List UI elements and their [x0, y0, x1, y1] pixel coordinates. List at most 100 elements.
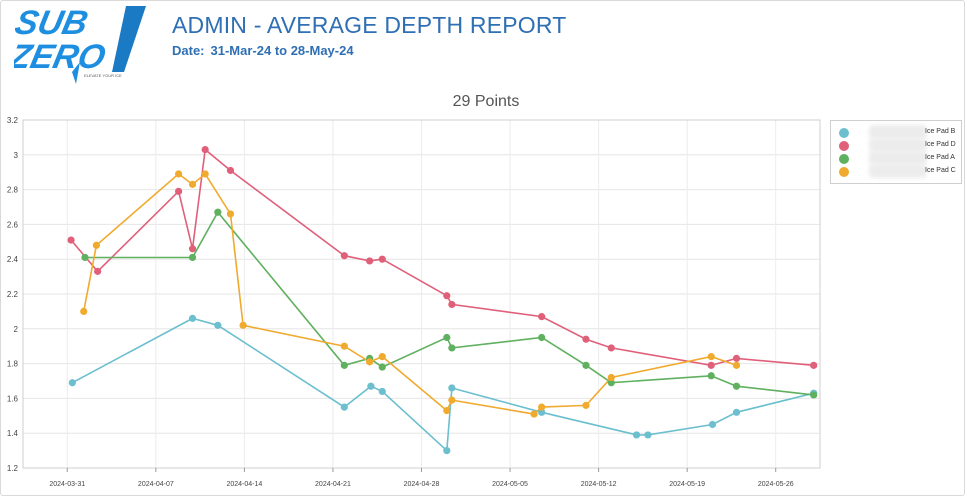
data-point-ice-pad-d [448, 300, 456, 309]
y-tick-label: 1.6 [7, 394, 19, 403]
data-point-ice-pad-d [175, 187, 183, 195]
data-point-ice-pad-b [443, 447, 451, 455]
data-point-ice-pad-c [366, 358, 374, 366]
y-tick-label: 1.2 [7, 464, 19, 473]
data-point-ice-pad-a [607, 379, 615, 387]
y-tick-label: 1.4 [7, 429, 19, 438]
data-point-ice-pad-d [378, 255, 386, 263]
data-point-ice-pad-c [80, 307, 88, 315]
data-point-ice-pad-d [732, 354, 741, 362]
data-point-ice-pad-c [538, 403, 546, 411]
y-tick-label: 2 [14, 325, 19, 334]
data-point-ice-pad-a [214, 208, 222, 216]
data-point-ice-pad-b [732, 408, 741, 416]
subzero-logo: SUB ZERO ELEVATE YOUR ICE [14, 4, 146, 84]
legend-item-ice-pad-d[interactable]: Ice Pad D [839, 138, 959, 153]
data-point-ice-pad-c [732, 361, 741, 369]
data-point-ice-pad-b [68, 379, 76, 387]
legend-redacted-name [869, 138, 927, 152]
data-point-ice-pad-c [443, 406, 451, 415]
report-date: Date: 31-Mar-24 to 28-May-24 [172, 43, 354, 58]
data-point-ice-pad-a [188, 253, 197, 262]
data-point-ice-pad-b [448, 384, 456, 392]
chart-grid [23, 119, 820, 469]
chart-series-lines [70, 148, 814, 453]
y-tick-label: 3 [14, 151, 19, 160]
chart-axes: 1.2 1.4 1.6 1.8 2 2.2 2.4 2.6 2.8 3 3.2 2024-03-31 2… [7, 116, 821, 488]
data-point-ice-pad-c [226, 210, 235, 218]
data-point-ice-pad-d [443, 292, 451, 300]
logo-spark-icon [72, 62, 80, 84]
x-tick-label: 2024-05-05 [492, 481, 528, 488]
report-title: ADMIN - AVERAGE DEPTH REPORT [172, 12, 567, 38]
data-point-ice-pad-a [448, 344, 456, 352]
data-point-ice-pad-b [340, 403, 348, 411]
legend-redacted-name [869, 164, 927, 178]
data-point-ice-pad-c [582, 401, 590, 409]
y-tick-label: 1.8 [7, 360, 19, 369]
y-tick-label: 2.2 [7, 290, 19, 299]
legend-redacted-name [869, 125, 927, 139]
legend-label: Ice Pad D [925, 141, 956, 148]
depth-chart: 29 Points 1.2 1.4 1.6 1.8 2 2.2 2.4 2.6 2.8 3 3.2 2… [7, 93, 821, 488]
data-point-ice-pad-b [538, 408, 546, 416]
x-tick-label: 2024-05-19 [669, 481, 705, 488]
logo-text-line2: ZERO [14, 38, 109, 76]
x-tick-label: 2024-04-21 [315, 481, 351, 488]
data-point-ice-pad-b [644, 431, 652, 439]
date-range: 31-Mar-24 to 28-May-24 [210, 43, 354, 58]
series-line-ice-pad-b [71, 317, 814, 453]
x-tick-label: 2024-04-07 [138, 481, 174, 488]
data-point-ice-pad-d [340, 252, 348, 260]
logo-slash-icon [112, 6, 146, 72]
data-point-ice-pad-b [367, 382, 375, 390]
x-tick-label: 2024-04-28 [404, 481, 440, 488]
legend-marker-icon [839, 128, 849, 138]
data-point-ice-pad-d [366, 257, 374, 265]
data-point-ice-pad-a [582, 361, 590, 369]
data-point-ice-pad-d [810, 361, 818, 369]
chart-title: 29 Points [453, 93, 520, 110]
legend-item-ice-pad-c[interactable]: Ice Pad C [839, 164, 959, 179]
data-point-ice-pad-a [538, 333, 546, 342]
data-point-ice-pad-d [94, 267, 102, 275]
x-tick-label: 2024-04-14 [226, 481, 262, 488]
data-point-ice-pad-b [214, 321, 222, 329]
legend-item-ice-pad-a[interactable]: Ice Pad A [839, 151, 959, 166]
data-point-ice-pad-b [378, 387, 386, 396]
data-point-ice-pad-a [732, 382, 741, 390]
chart-legend: Ice Pad B Ice Pad D Ice Pad A Ice Pad C [830, 120, 962, 184]
data-point-ice-pad-c [448, 396, 456, 404]
data-point-ice-pad-c [607, 373, 615, 382]
data-point-ice-pad-a [340, 361, 348, 369]
data-point-ice-pad-a [443, 333, 451, 342]
data-point-ice-pad-c [530, 410, 538, 418]
chart-series-points [67, 145, 818, 455]
data-point-ice-pad-a [707, 372, 715, 380]
y-tick-label: 2.8 [7, 186, 19, 195]
data-point-ice-pad-a [810, 391, 818, 399]
legend-marker-icon [839, 154, 849, 164]
data-point-ice-pad-c [201, 170, 209, 178]
data-point-ice-pad-d [582, 335, 590, 343]
data-point-ice-pad-a [81, 253, 89, 262]
logo-tagline: ELEVATE YOUR ICE [84, 73, 122, 78]
data-point-ice-pad-d [707, 361, 715, 369]
legend-label: Ice Pad A [925, 154, 955, 161]
data-point-ice-pad-d [188, 245, 197, 253]
data-point-ice-pad-c [175, 170, 183, 178]
data-point-ice-pad-c [188, 180, 197, 188]
data-point-ice-pad-c [378, 353, 386, 361]
legend-item-ice-pad-b[interactable]: Ice Pad B [839, 125, 959, 140]
data-point-ice-pad-c [340, 342, 348, 350]
data-point-ice-pad-c [239, 321, 247, 329]
legend-marker-icon [839, 167, 849, 177]
x-tick-label: 2024-03-31 [49, 481, 85, 488]
y-tick-label: 3.2 [7, 116, 19, 125]
series-line-ice-pad-a [85, 210, 814, 396]
data-point-ice-pad-c [92, 241, 100, 249]
logo-text-line1: SUB [14, 4, 91, 42]
x-tick-label: 2024-05-26 [758, 481, 794, 488]
data-point-ice-pad-a [378, 363, 386, 371]
